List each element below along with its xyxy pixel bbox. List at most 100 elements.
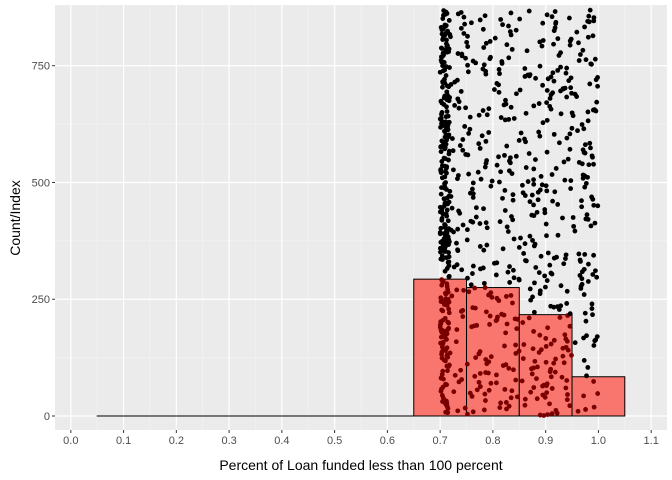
scatter-point (551, 337, 557, 343)
scatter-point (446, 132, 452, 138)
scatter-point (555, 36, 561, 42)
scatter-point (470, 263, 476, 269)
scatter-point (552, 189, 558, 195)
scatter-point (505, 269, 511, 275)
scatter-point (438, 225, 444, 231)
scatter-point (551, 78, 557, 84)
scatter-point (526, 315, 532, 321)
scatter-point (488, 354, 494, 360)
scatter-point (492, 87, 497, 92)
scatter-point (557, 315, 563, 320)
scatter-point (461, 14, 467, 20)
scatter-point (465, 275, 470, 281)
scatter-point (448, 82, 454, 87)
scatter-point (576, 58, 582, 63)
x-tick-label: 0.3 (221, 435, 236, 447)
scatter-point (524, 48, 530, 54)
scatter-point (583, 57, 589, 63)
scatter-point (540, 38, 546, 43)
scatter-point (536, 129, 542, 135)
scatter-point (589, 306, 595, 311)
scatter-point (532, 358, 538, 364)
scatter-point (529, 212, 535, 218)
scatter-point (460, 147, 466, 153)
scatter-point (577, 273, 583, 278)
scatter-point (464, 227, 470, 233)
scatter-point (503, 330, 509, 336)
scatter-point (497, 405, 503, 410)
scatter-point (445, 218, 451, 224)
y-axis-title: Count/Index (7, 180, 23, 256)
scatter-point (574, 29, 580, 35)
scatter-point (564, 397, 570, 403)
scatter-point (482, 164, 488, 170)
scatter-point (477, 221, 483, 226)
scatter-point (522, 136, 527, 142)
scatter-point (461, 287, 467, 293)
scatter-point (439, 355, 445, 361)
scatter-point (585, 365, 591, 370)
scatter-point (516, 348, 522, 354)
scatter-point (537, 288, 543, 294)
scatter-point (581, 266, 587, 272)
scatter-point (522, 66, 528, 71)
scatter-point (568, 85, 574, 91)
scatter-point (438, 295, 444, 301)
scatter-point (488, 54, 493, 60)
scatter-point (531, 181, 537, 187)
scatter-point (513, 342, 519, 348)
scatter-point (482, 13, 488, 19)
scatter-point (470, 195, 476, 200)
scatter-point (468, 218, 474, 224)
scatter-point (502, 188, 508, 193)
scatter-point (534, 209, 540, 215)
scatter-point (446, 119, 452, 125)
scatter-point (572, 228, 578, 234)
scatter-point (444, 281, 450, 287)
scatter-point (595, 83, 600, 89)
scatter-point (563, 256, 568, 261)
scatter-point (475, 169, 481, 175)
scatter-point (494, 81, 500, 86)
scatter-point (445, 113, 451, 119)
scatter-point (586, 162, 592, 168)
scatter-point (470, 186, 475, 192)
scatter-point (513, 153, 519, 159)
scatter-point (455, 96, 461, 102)
scatter-point (551, 131, 557, 137)
scatter-point (585, 18, 591, 24)
scatter-point (585, 118, 591, 124)
x-tick-label: 0.2 (169, 435, 184, 447)
scatter-point (569, 125, 575, 131)
scatter-point (557, 140, 562, 146)
scatter-point (582, 184, 588, 190)
scatter-point (483, 357, 489, 362)
x-tick-labels: 0.0 0.1 0.2 0.3 0.4 0.5 0.6 0.7 0.8 0.9 1.0 1.1 (63, 435, 659, 447)
scatter-point (514, 326, 520, 332)
scatter-point (531, 166, 537, 172)
scatter-point (528, 389, 534, 395)
scatter-point (583, 181, 589, 186)
scatter-point (581, 358, 587, 363)
scatter-point (474, 322, 480, 328)
scatter-point (439, 216, 445, 221)
scatter-point (468, 20, 474, 26)
scatter-point (499, 59, 505, 64)
scatter-point (555, 202, 561, 207)
scatter-point (594, 99, 600, 105)
scatter-point (525, 179, 531, 184)
scatter-point (465, 44, 471, 49)
scatter-point (453, 339, 459, 345)
scatter-point (576, 40, 581, 46)
scatter-point (567, 311, 573, 317)
scatter-point (481, 62, 487, 68)
scatter-point (553, 166, 559, 171)
scatter-point (526, 151, 532, 156)
scatter-point (458, 367, 464, 373)
scatter-point (484, 112, 490, 118)
scatter-point (506, 23, 511, 29)
scatter-point (580, 47, 586, 53)
scatter-point (477, 349, 483, 354)
scatter-point (507, 29, 513, 35)
scatter-point (455, 226, 461, 232)
